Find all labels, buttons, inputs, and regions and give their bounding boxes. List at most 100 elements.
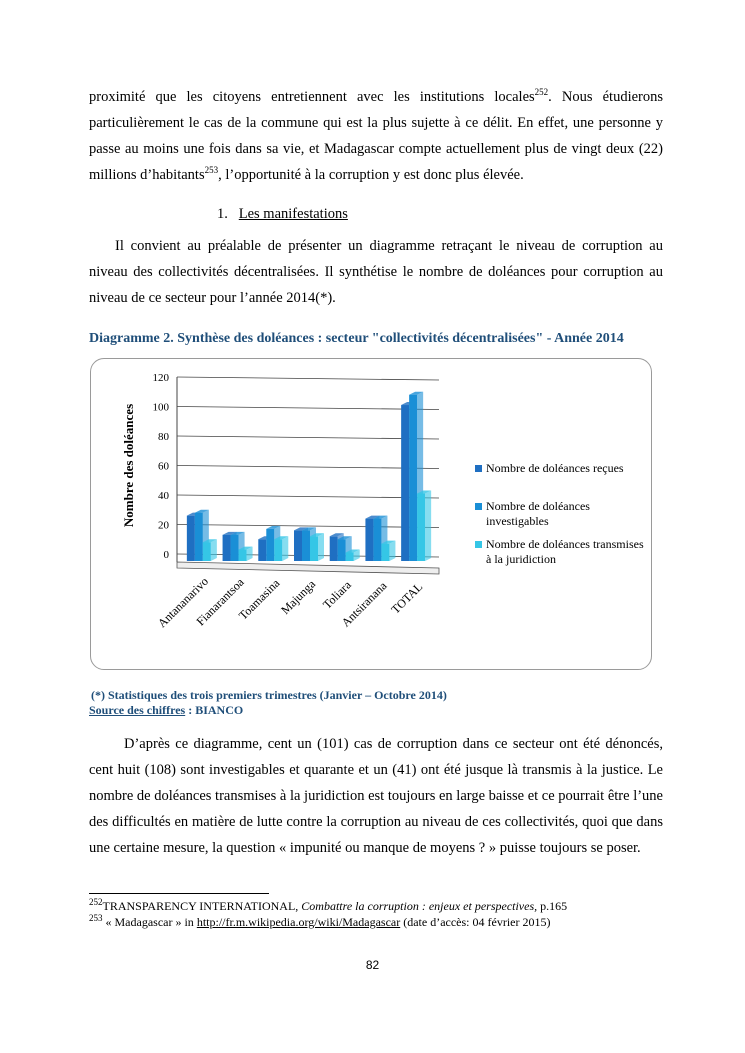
- paragraph: Il convient au préalable de présenter un…: [89, 238, 663, 306]
- bar: [329, 536, 338, 561]
- legend-swatch: [475, 465, 482, 472]
- bar: [186, 515, 195, 561]
- bar: [302, 530, 310, 561]
- bar-top: [230, 531, 245, 535]
- text: « Madagascar » in: [102, 915, 197, 929]
- footnote-number: 253: [89, 913, 103, 923]
- chart: 0 20 40 60 80 100 120 Nombre des doléances Antan…: [90, 358, 652, 670]
- bar: [373, 518, 382, 561]
- footnote-ref: 253: [204, 165, 219, 176]
- text: p.165: [537, 899, 568, 913]
- y-tick-label: 40: [158, 490, 170, 502]
- bar: [258, 539, 267, 561]
- legend-swatch: [475, 503, 482, 510]
- bar-side: [246, 546, 253, 561]
- legend-swatch: [475, 541, 482, 548]
- note: (*) Statistiques des trois premiers trim…: [91, 688, 447, 702]
- bar-top: [266, 525, 281, 529]
- heading-number: 1.: [217, 206, 228, 222]
- y-tick-label: 20: [158, 520, 170, 532]
- footnote-rule: [89, 893, 269, 894]
- footnote-ref: 252: [534, 87, 549, 98]
- y-axis-title: Nombre des doléances: [121, 404, 136, 527]
- bar: [238, 549, 247, 561]
- bar: [266, 528, 275, 561]
- source-label: Source des chiffres: [89, 703, 186, 717]
- text: proximité que les citoyens entretiennent…: [89, 89, 535, 105]
- bar-top: [409, 391, 424, 395]
- paragraph: D’après ce diagramme, cent un (101) cas …: [89, 736, 663, 856]
- bar-top: [373, 515, 388, 519]
- bar: [409, 394, 418, 561]
- text: , l’opportunité à la corruption y est do…: [218, 167, 524, 183]
- bar-top: [381, 540, 396, 544]
- legend-item: Nombre de doléances transmises à la juri…: [475, 537, 646, 567]
- legend-label: Nombre de doléances investigables: [486, 499, 590, 528]
- source-text: : BIANCO: [185, 703, 244, 717]
- text: (date d’accès: 04 février 2015): [400, 915, 551, 929]
- bar: [194, 512, 203, 561]
- bar: [381, 543, 390, 561]
- y-tick-label: 80: [158, 431, 170, 443]
- x-tick-label: TOTAL: [388, 580, 425, 617]
- grid-line: [176, 494, 440, 499]
- footnote: 252TRANSPARENCY INTERNATIONAL, Combattre…: [89, 898, 663, 914]
- bar: [222, 534, 231, 561]
- link[interactable]: http://fr.m.wikipedia.org/wiki/Madagasca…: [196, 915, 401, 929]
- bar-top: [294, 527, 308, 531]
- grid-line: [176, 465, 440, 469]
- bar-top: [345, 549, 360, 553]
- legend-item: Nombre de doléances reçues: [475, 461, 646, 476]
- section-heading: 1. Les manifestations: [217, 201, 517, 227]
- bar: [345, 552, 354, 561]
- bar-top: [417, 490, 432, 494]
- bar-side: [210, 539, 217, 561]
- title: Combattre la corruption : enjeux et pers…: [301, 899, 538, 913]
- paragraph: proximité que les citoyens entretiennent…: [89, 84, 663, 188]
- legend-label: Nombre de doléances transmises à la juri…: [486, 537, 644, 566]
- bar-top: [274, 536, 289, 540]
- bar-top: [238, 546, 253, 550]
- figure-caption: Diagramme 2. Synthèse des doléances : se…: [89, 331, 624, 346]
- bar-top: [310, 533, 324, 537]
- legend-item: Nombre de doléances investigables: [475, 499, 646, 529]
- y-tick-label: 100: [153, 402, 170, 414]
- bar: [202, 542, 211, 561]
- text: . Nous étudierons particulièrement le ca…: [89, 89, 664, 183]
- heading-title: Les manifestations: [238, 206, 348, 222]
- footnote-number: 252: [89, 897, 103, 907]
- bar: [310, 536, 318, 561]
- bar-top: [222, 531, 237, 535]
- footnote: 253 « Madagascar » in http://fr.m.wikipe…: [89, 914, 663, 930]
- source: Source des chiffres : BIANCO: [89, 703, 663, 718]
- grid-line: [176, 406, 440, 410]
- y-tick-label: 120: [153, 372, 170, 384]
- grid-line: [176, 435, 440, 440]
- x-tick-label: Majunga: [278, 576, 319, 617]
- bar-side: [318, 533, 324, 561]
- bar: [365, 518, 374, 561]
- text: TRANSPARENCY INTERNATIONAL,: [102, 899, 302, 913]
- y-tick-label: 0: [164, 549, 170, 561]
- bar-top: [365, 515, 380, 519]
- bar-side: [282, 536, 289, 561]
- y-tick-label: 60: [158, 461, 170, 473]
- floor: [176, 561, 440, 575]
- bar-top: [202, 539, 217, 543]
- bar-top: [337, 536, 352, 540]
- bar-side: [389, 540, 396, 561]
- bar-side: [425, 490, 432, 561]
- bar: [401, 405, 410, 561]
- bar: [274, 539, 283, 561]
- bar-top: [329, 533, 344, 537]
- page-number: 82: [365, 958, 380, 972]
- bar: [337, 539, 346, 561]
- x-tick-label: Toliara: [320, 577, 354, 611]
- bar: [230, 534, 239, 561]
- bar-top: [302, 527, 316, 531]
- bar: [417, 493, 426, 561]
- grid-line: [176, 524, 440, 528]
